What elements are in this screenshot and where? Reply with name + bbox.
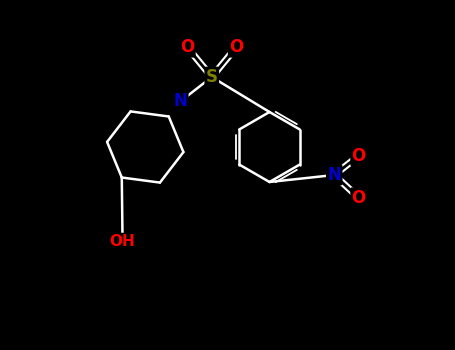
Text: OH: OH (110, 234, 136, 249)
Text: N: N (173, 92, 187, 111)
Text: O: O (180, 38, 194, 56)
Text: O: O (229, 38, 243, 56)
Text: O: O (352, 147, 366, 165)
Text: N: N (327, 166, 341, 184)
Text: O: O (352, 189, 366, 207)
Text: S: S (206, 68, 218, 86)
